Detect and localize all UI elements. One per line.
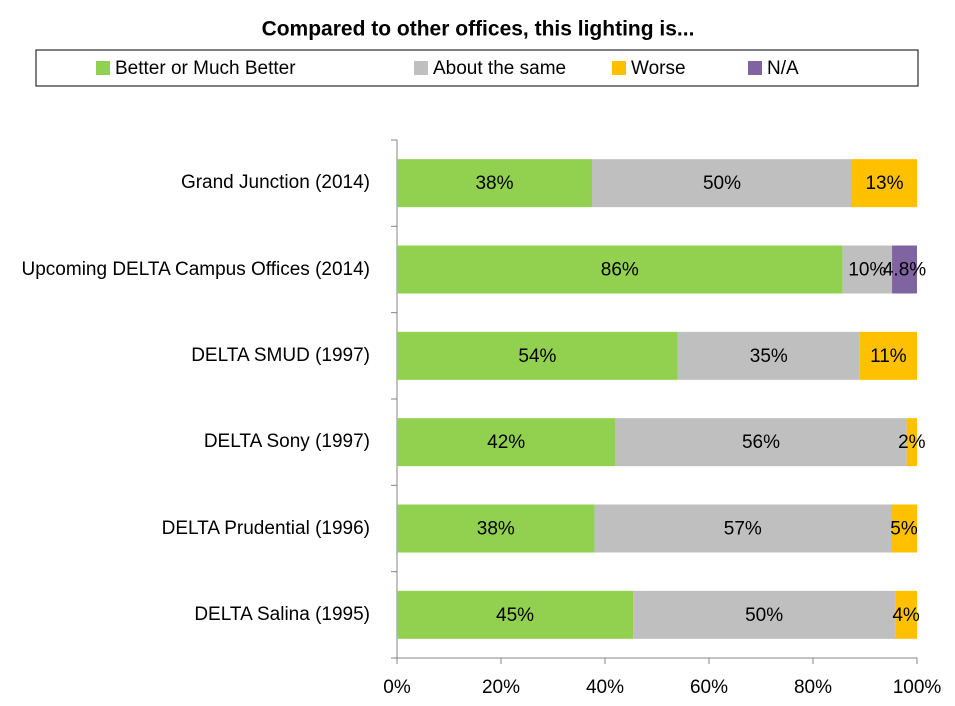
- data-label: 2%: [898, 432, 926, 453]
- bar-segment: [677, 331, 860, 380]
- data-label: 4%: [892, 605, 920, 626]
- y-tick-label: Grand Junction (2014): [180, 172, 370, 194]
- bar-segment: [397, 418, 616, 467]
- data-label: 54%: [518, 346, 556, 367]
- bar-segment: [615, 418, 907, 467]
- legend-label: N/A: [767, 58, 799, 79]
- bar-segment: [842, 245, 893, 294]
- data-label: 38%: [477, 519, 515, 540]
- data-label: 10%: [848, 260, 886, 281]
- data-label: 57%: [724, 519, 762, 540]
- data-label: 4.8%: [883, 260, 926, 281]
- data-label: 45%: [496, 605, 534, 626]
- y-tick-label: Upcoming DELTA Campus Offices (2014): [21, 258, 370, 280]
- legend-label: Worse: [631, 58, 686, 79]
- bar-segment: [397, 331, 678, 380]
- y-tick-label: DELTA Salina (1995): [194, 603, 370, 625]
- x-tick-label: 80%: [794, 677, 832, 698]
- bar-segment: [892, 245, 917, 294]
- data-label: 13%: [865, 173, 903, 194]
- data-label: 56%: [742, 432, 780, 453]
- legend-marker: [414, 61, 428, 75]
- bar-segment: [594, 504, 891, 553]
- data-label: 86%: [601, 260, 639, 281]
- chart-title: Compared to other offices, this lighting…: [262, 18, 695, 41]
- data-label: 11%: [870, 346, 907, 367]
- bar-segment: [633, 590, 896, 639]
- x-tick-label: 40%: [586, 677, 624, 698]
- data-label: 35%: [750, 346, 788, 367]
- data-label: 42%: [487, 432, 525, 453]
- y-tick-label: DELTA Prudential (1996): [161, 517, 370, 539]
- bar-segment: [859, 331, 917, 380]
- legend-marker: [96, 61, 110, 75]
- x-tick-label: 100%: [893, 677, 942, 698]
- legend-label: Better or Much Better: [115, 58, 296, 79]
- legend-marker: [748, 61, 762, 75]
- bar-segment: [891, 504, 917, 553]
- x-tick-label: 0%: [383, 677, 411, 698]
- bar-segment: [592, 159, 852, 208]
- bar-segment: [397, 159, 592, 208]
- data-label: 38%: [475, 173, 513, 194]
- legend-box: [35, 49, 919, 87]
- legend-label: About the same: [433, 58, 566, 79]
- bar-segment: [906, 418, 917, 467]
- bar-segment: [397, 245, 843, 294]
- y-tick-label: DELTA Sony (1997): [203, 431, 370, 453]
- bar-segment: [852, 159, 917, 208]
- legend-marker: [612, 61, 626, 75]
- bar-segment: [397, 590, 634, 639]
- data-label: 5%: [890, 519, 918, 540]
- x-tick-label: 60%: [690, 677, 728, 698]
- x-tick-label: 20%: [482, 677, 520, 698]
- bar-segment: [397, 504, 595, 553]
- data-label: 50%: [745, 605, 783, 626]
- y-tick-label: DELTA SMUD (1997): [191, 344, 370, 366]
- data-label: 50%: [703, 173, 741, 194]
- bar-segment: [895, 590, 917, 639]
